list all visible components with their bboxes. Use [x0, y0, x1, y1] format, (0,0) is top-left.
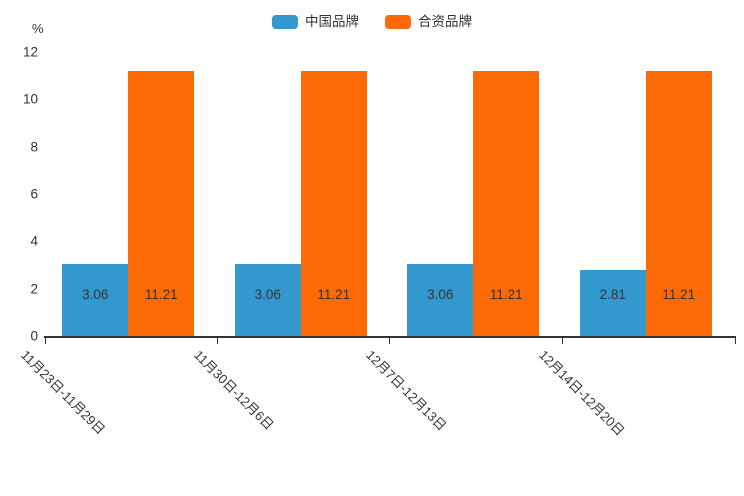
y-axis-tick-label: 10 [22, 91, 38, 107]
x-axis-category-label: 12月14日-12月20日 [535, 347, 627, 439]
x-axis-line [44, 336, 736, 338]
bar-joint-venture-brand[interactable]: 11.21 [300, 70, 367, 336]
x-axis-tick-mark [735, 338, 736, 344]
bar-value-label: 11.21 [662, 287, 696, 302]
bar-value-label: 11.21 [317, 287, 351, 302]
bar-value-label: 11.21 [144, 287, 178, 302]
legend-swatch-icon-joint-venture-brand [385, 15, 411, 29]
bar-china-brand[interactable]: 3.06 [62, 263, 129, 336]
x-axis-category-label: 11月23日-11月29日 [18, 347, 109, 438]
legend-label-china-brand: 中国品牌 [305, 14, 359, 30]
bar-china-brand[interactable]: 3.06 [234, 263, 301, 336]
y-axis-tick-label: 0 [30, 328, 38, 344]
bar-value-label: 3.06 [254, 287, 281, 302]
legend-item-china-brand[interactable]: 中国品牌 [272, 15, 359, 29]
x-axis-category-label: 12月7日-12月13日 [363, 347, 450, 434]
bar-value-label: 2.81 [599, 287, 626, 302]
bar-value-label: 3.06 [427, 287, 454, 302]
legend-label-joint-venture-brand: 合资品牌 [418, 14, 472, 30]
bar-joint-venture-brand[interactable]: 11.21 [128, 70, 195, 336]
bar-china-brand[interactable]: 2.81 [579, 269, 646, 336]
y-axis-tick-label: 6 [30, 186, 38, 202]
x-axis-category-label: 11月30日-12月6日 [190, 347, 277, 433]
x-axis-tick-mark [45, 338, 46, 344]
plot-area: 0 2 4 6 8 10 12 3.06 11.21 3.06 11.21 3.06 11.21 2.8… [23, 40, 736, 342]
y-axis-tick-label: 8 [30, 138, 38, 154]
x-axis-tick-mark [389, 338, 390, 344]
bar-joint-venture-brand[interactable]: 11.21 [473, 70, 540, 336]
bar-value-label: 3.06 [82, 287, 109, 302]
legend-item-joint-venture-brand[interactable]: 合资品牌 [385, 15, 472, 29]
y-axis-tick-label: 4 [30, 233, 38, 249]
legend-swatch-icon-china-brand [272, 15, 298, 29]
y-axis-tick-label: 2 [30, 280, 38, 296]
bar-china-brand[interactable]: 3.06 [407, 263, 474, 336]
x-axis-tick-mark [561, 338, 563, 344]
y-axis-unit-label: % [32, 21, 44, 36]
x-axis-tick-mark [216, 338, 218, 344]
y-axis-tick-label: 12 [22, 44, 38, 60]
bar-value-label: 11.21 [489, 287, 523, 302]
chart-legend: 中国品牌 合资品牌 [0, 11, 744, 33]
bar-joint-venture-brand[interactable]: 11.21 [645, 70, 712, 336]
